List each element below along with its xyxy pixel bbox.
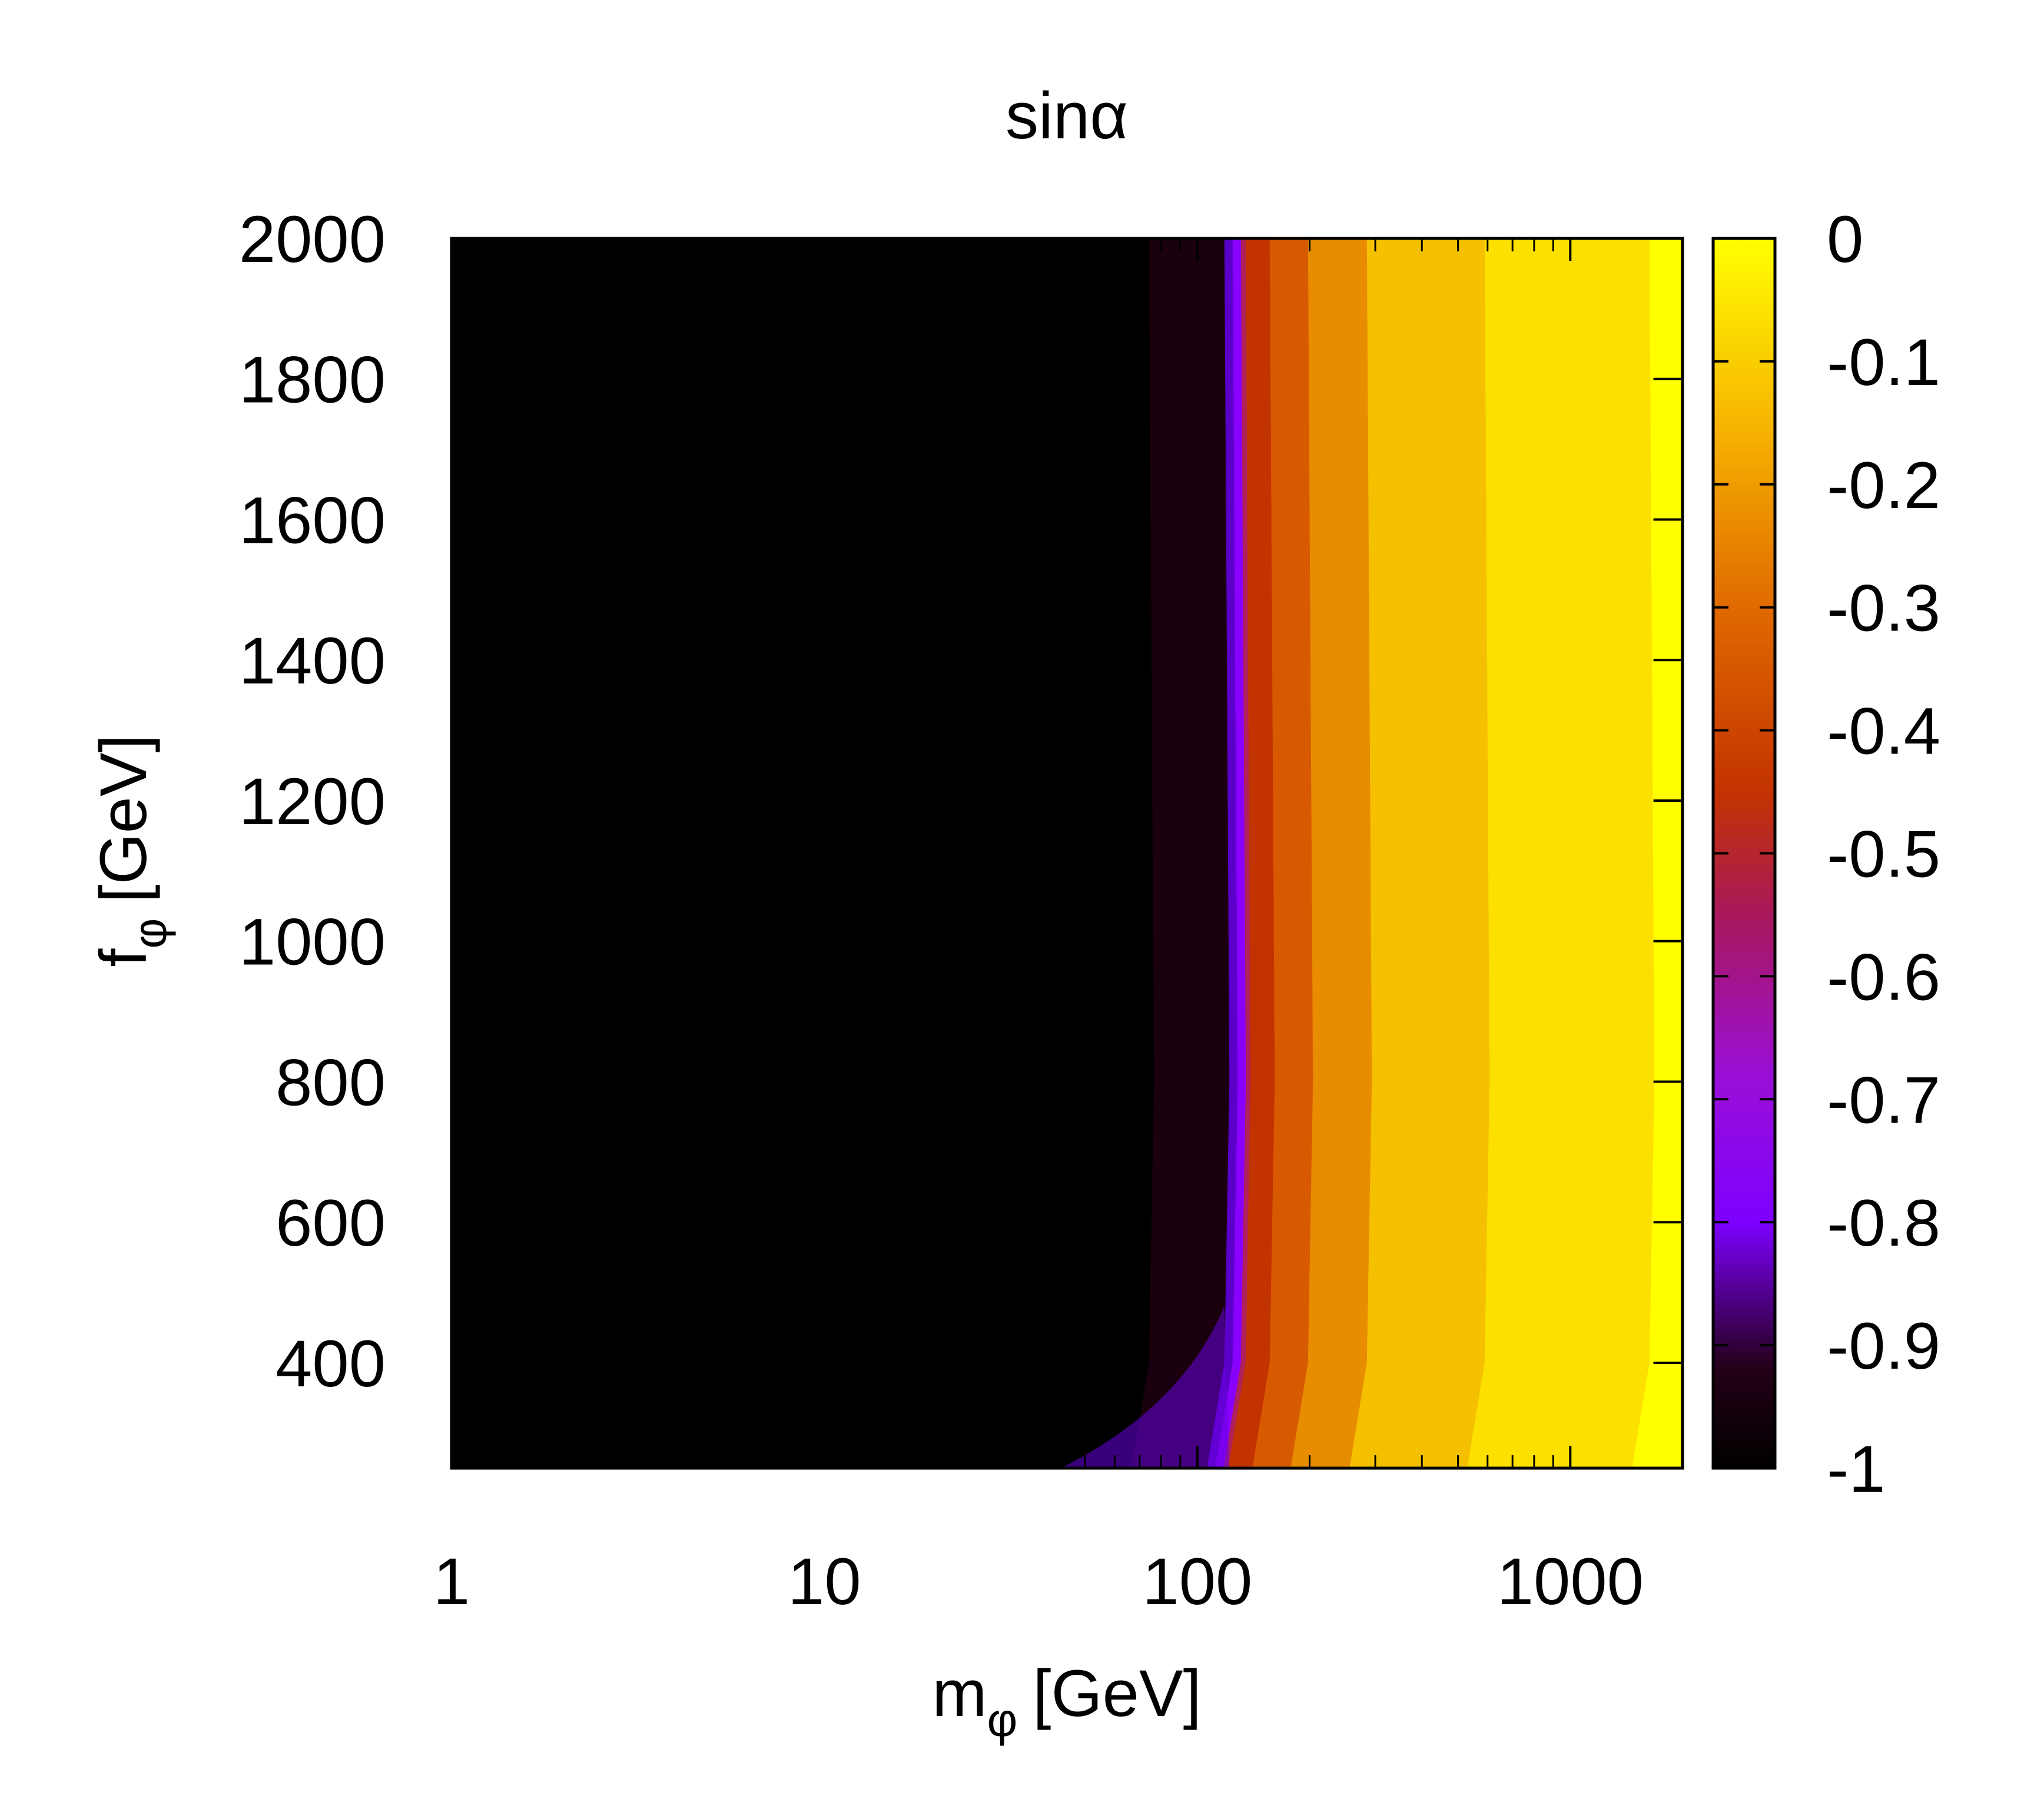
y-tick-label: 1600	[239, 483, 386, 557]
heatmap-lowf-spread	[1061, 1306, 1230, 1468]
x-tick-label: 100	[1142, 1545, 1252, 1618]
colorbar-tick-label: 0	[1827, 203, 1863, 276]
colorbar-tick-labels: 0 -0.1 -0.2 -0.3 -0.4 -0.5 -0.6 -0.7 -0.8 -0.9 -1	[1827, 203, 1940, 1506]
y-tick-label: 600	[276, 1186, 386, 1260]
y-tick-label: 1400	[239, 624, 386, 698]
x-axis-label: mφ [GeV]	[932, 1657, 1202, 1746]
y-tick-label: 800	[276, 1045, 386, 1119]
colorbar-tick-label: -0.4	[1827, 695, 1940, 768]
y-tick-label: 1200	[239, 765, 386, 838]
heatmap-band-gold	[1467, 238, 1683, 1468]
y-axis-label: fφ [GeV]	[87, 734, 176, 967]
colorbar-tick-label: -0.5	[1827, 818, 1940, 891]
y-axis-label-subscript: φ	[124, 918, 176, 949]
colorbar-tick-label: -0.9	[1827, 1309, 1940, 1383]
x-axis-label-main: m	[932, 1657, 987, 1730]
y-tick-label: 400	[276, 1327, 386, 1400]
colorbar-tick-label: -0.1	[1827, 326, 1940, 399]
colorbar-tick-marks	[1713, 360, 1775, 1347]
x-tick-marks	[450, 238, 1684, 1468]
heatmap-band-yellow	[1632, 238, 1683, 1468]
y-tick-label: 2000	[239, 203, 386, 276]
x-tick-label: 1000	[1497, 1545, 1644, 1618]
colorbar-tick-label: -1	[1827, 1432, 1886, 1506]
x-tick-label: 1	[433, 1545, 470, 1618]
y-tick-label: 1800	[239, 343, 386, 417]
heatmap-area	[452, 238, 1683, 1468]
colorbar-tick-label: -0.7	[1827, 1063, 1940, 1137]
chart-title: sinα	[1006, 79, 1128, 152]
x-tick-labels: 1 10 100 1000	[433, 1545, 1644, 1618]
colorbar-tick-label: -0.8	[1827, 1186, 1940, 1260]
x-axis-label-unit: [GeV]	[1033, 1657, 1201, 1730]
x-tick-label: 10	[788, 1545, 861, 1618]
colorbar-tick-label: -0.2	[1827, 449, 1940, 522]
colorbar-tick-label: -0.6	[1827, 940, 1940, 1014]
colorbar-tick-label: -0.3	[1827, 572, 1940, 645]
y-axis-label-main: f	[87, 948, 160, 967]
y-tick-label: 1000	[239, 905, 386, 979]
x-axis-label-subscript: φ	[987, 1694, 1018, 1746]
plot-frame	[450, 237, 1684, 1470]
y-tick-labels: 2000 1800 1600 1400 1200 1000 800 600 400	[239, 203, 386, 1400]
y-axis-label-unit: [GeV]	[87, 734, 160, 902]
y-tick-marks	[452, 237, 1683, 1364]
